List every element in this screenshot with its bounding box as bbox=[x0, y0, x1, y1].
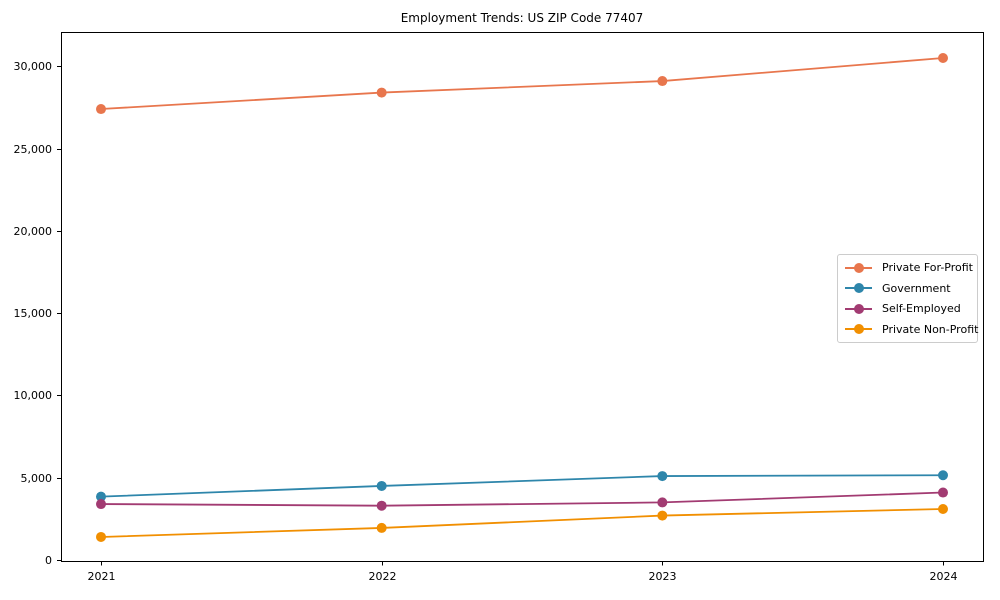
x-tick-label: 2024 bbox=[930, 570, 958, 583]
legend: Private For-Profit Government Self-Employe… bbox=[837, 254, 978, 343]
data-point bbox=[657, 497, 668, 508]
x-tick-label: 2021 bbox=[88, 570, 116, 583]
x-tick-label: 2023 bbox=[649, 570, 677, 583]
x-tick-label: 2022 bbox=[369, 570, 397, 583]
data-point bbox=[938, 487, 948, 498]
legend-label: Private For-Profit bbox=[882, 261, 973, 275]
data-point bbox=[376, 480, 387, 491]
series-line bbox=[100, 474, 944, 498]
y-tick-label: 25,000 bbox=[14, 143, 53, 156]
data-point bbox=[938, 503, 948, 514]
legend-row: Government bbox=[845, 278, 970, 298]
chart-title: Employment Trends: US ZIP Code 77407 bbox=[401, 11, 644, 25]
data-point bbox=[657, 76, 668, 87]
y-tick-label: 30,000 bbox=[14, 60, 53, 73]
legend-line-marker-icon bbox=[845, 262, 872, 273]
legend-line-marker-icon bbox=[845, 303, 872, 314]
data-point bbox=[96, 491, 106, 502]
legend-line-marker-icon bbox=[845, 324, 872, 335]
legend-label: Private Non-Profit bbox=[882, 322, 979, 336]
data-point bbox=[657, 510, 668, 521]
data-point bbox=[376, 87, 387, 98]
y-tick-label: 20,000 bbox=[14, 225, 53, 238]
y-tick-label: 15,000 bbox=[14, 307, 53, 320]
series-layer bbox=[96, 53, 948, 542]
series-line bbox=[100, 57, 944, 110]
axes: 0 5,000 10,000 15,000 20,000 25,000 30,000 2021… bbox=[14, 32, 984, 583]
data-point bbox=[657, 471, 668, 482]
legend-label: Government bbox=[882, 281, 951, 295]
data-point bbox=[96, 499, 106, 510]
series-line bbox=[100, 508, 944, 538]
data-point bbox=[938, 53, 948, 64]
data-point bbox=[938, 470, 948, 481]
y-tick-label: 0 bbox=[45, 554, 52, 567]
legend-line-marker-icon bbox=[845, 283, 872, 294]
legend-label: Self-Employed bbox=[882, 302, 961, 316]
axis-spines bbox=[61, 32, 984, 562]
legend-row: Self-Employed bbox=[845, 299, 970, 319]
legend-row: Private For-Profit bbox=[845, 258, 973, 278]
data-point bbox=[376, 500, 387, 511]
series-line bbox=[100, 491, 944, 507]
y-tick-label: 5,000 bbox=[21, 472, 53, 485]
data-point bbox=[96, 531, 106, 542]
legend-row: Private Non-Profit bbox=[845, 319, 978, 339]
data-point bbox=[96, 104, 106, 115]
data-point bbox=[376, 522, 387, 533]
y-tick-label: 10,000 bbox=[14, 389, 53, 402]
